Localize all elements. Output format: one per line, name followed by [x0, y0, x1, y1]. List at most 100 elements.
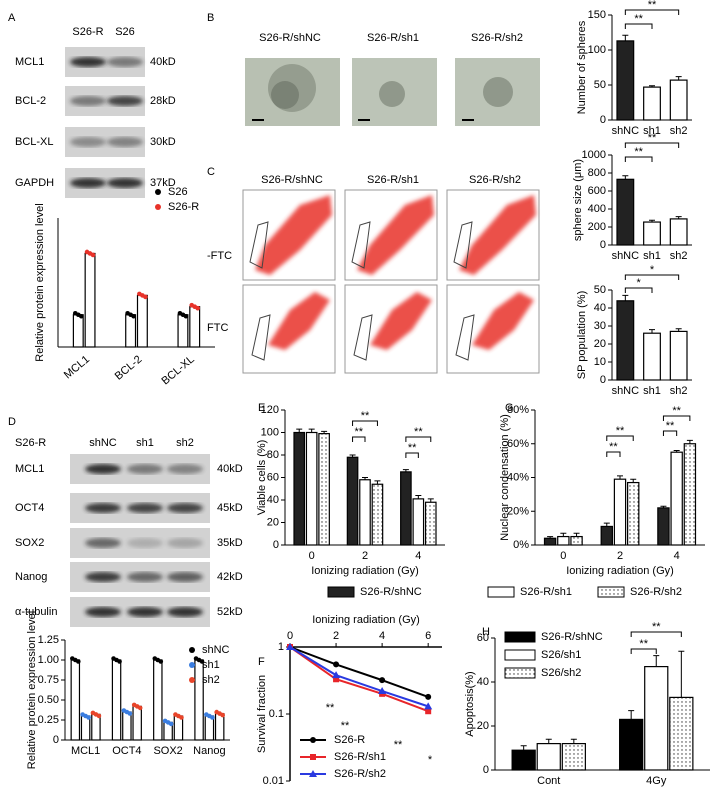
blot-label: BCL-XL: [15, 136, 54, 148]
error-bar: [362, 477, 368, 480]
data-point: [183, 313, 189, 319]
point: [425, 693, 432, 700]
y-tick-label: 150: [588, 9, 606, 21]
significance-bracket: [352, 436, 366, 442]
bar: [557, 535, 570, 546]
row-label: FTC: [207, 322, 228, 334]
panel-letter: E: [258, 402, 265, 414]
data-point: [158, 659, 164, 664]
error-bar: [630, 478, 637, 483]
y-tick-label: 40: [267, 494, 279, 506]
bar: [125, 314, 137, 348]
image-title: S26-R/shNC: [259, 32, 321, 44]
bar: [561, 742, 586, 771]
y-tick-label: 400: [588, 203, 606, 215]
blot-band: [167, 572, 203, 582]
bar: [305, 431, 318, 546]
error-bar: [570, 738, 577, 744]
y-tick-label: 120: [261, 404, 279, 416]
blot-size: 28kD: [150, 95, 176, 107]
y-tick-label: 0: [600, 239, 606, 251]
x-tick-label: shNC: [612, 125, 640, 137]
error-bar: [628, 710, 635, 720]
bar: [643, 332, 661, 381]
x-tick-label: MCL1: [62, 353, 92, 381]
panel-letter: G: [505, 402, 514, 414]
y-tick-label: 30: [594, 320, 606, 332]
blot-size: 30kD: [150, 136, 176, 148]
legend-label: S26-R/sh2: [334, 768, 386, 780]
x-tick-label: 2: [333, 630, 339, 642]
error-bar: [349, 454, 356, 458]
significance-label: **: [648, 132, 657, 144]
group-label: S26-R: [15, 437, 46, 449]
significance-label: **: [408, 442, 417, 454]
x-tick-label: 0: [309, 550, 315, 562]
error-bar: [675, 328, 682, 332]
x-tick-label: sh2: [670, 250, 688, 262]
legend-label: S26-R: [334, 734, 365, 746]
blot-band: [127, 607, 163, 617]
blot-label: OCT4: [15, 502, 44, 514]
point: [332, 671, 341, 679]
y-tick-label: 0: [483, 764, 489, 776]
y-axis-label: sphere size (μm): [572, 159, 584, 241]
y-tick-label: 100: [588, 44, 606, 56]
significance-bracket: [405, 436, 432, 442]
x-tick-label: 0: [287, 630, 293, 642]
y-tick-label: 0: [53, 734, 59, 746]
error-bar: [547, 536, 554, 539]
y-tick-label: 1000: [582, 149, 606, 161]
y-tick-label: 40: [477, 676, 489, 688]
legend-marker: [189, 677, 195, 683]
plot-title: S26-R/sh1: [367, 174, 419, 186]
bar: [616, 178, 635, 246]
blot-band: [85, 572, 121, 582]
line: [289, 646, 429, 713]
x-tick-label: shNC: [612, 250, 640, 262]
error-bar: [622, 175, 629, 180]
data-point: [168, 721, 174, 727]
bar: [616, 40, 635, 121]
blot-label: SOX2: [15, 537, 44, 549]
data-point: [76, 659, 81, 664]
point: [310, 754, 316, 760]
x-tick-label: 6: [425, 630, 431, 642]
y-tick-label: 1.25: [38, 634, 59, 646]
y-tick-label: 80%: [507, 404, 529, 416]
y-tick-label: 20: [267, 517, 279, 529]
bar: [122, 711, 132, 741]
significance-bracket: [624, 9, 680, 15]
y-tick-label: 0.25: [38, 714, 59, 726]
error-bar: [402, 469, 409, 472]
legend-label: S26/sh1: [541, 649, 581, 661]
y-tick-label: 20: [477, 720, 489, 732]
data-point: [78, 313, 84, 319]
blot-band: [107, 96, 143, 106]
blot-size: 42kD: [217, 571, 243, 583]
significance-bracket: [624, 142, 680, 148]
error-bar: [675, 76, 682, 81]
y-tick-label: 10: [594, 356, 606, 368]
y-axis-label: Relative protein expression level: [26, 611, 38, 769]
significance-bracket: [624, 274, 680, 280]
blot-band: [70, 96, 106, 106]
lane-label: shNC: [89, 437, 117, 449]
y-tick-label: 0.75: [38, 674, 59, 686]
y-tick-label: 0.1: [269, 708, 284, 720]
y-tick-label: 60%: [507, 438, 529, 450]
microscopy-images: [245, 58, 540, 126]
legend-label: S26-R: [168, 201, 199, 213]
error-bar: [653, 655, 660, 667]
data-point: [199, 659, 205, 664]
blot-label: α-tubulin: [15, 606, 57, 618]
y-tick-label: 600: [588, 185, 606, 197]
bar: [619, 718, 644, 771]
error-bar: [308, 428, 315, 433]
lane-label: S26-R: [72, 26, 103, 38]
significance-bracket: [662, 430, 678, 436]
blot-size: 45kD: [217, 502, 243, 514]
bar: [214, 712, 225, 741]
bar: [669, 218, 688, 246]
data-point: [86, 715, 91, 720]
